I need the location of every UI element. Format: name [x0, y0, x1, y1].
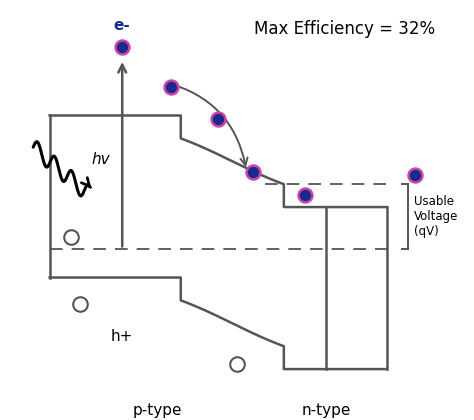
- Text: e-: e-: [114, 18, 131, 33]
- Point: [301, 192, 309, 198]
- Point: [118, 43, 126, 50]
- Point: [67, 234, 74, 240]
- Text: hv: hv: [92, 152, 110, 167]
- Text: Max Efficiency = 32%: Max Efficiency = 32%: [254, 21, 435, 38]
- Point: [168, 84, 175, 91]
- Point: [411, 172, 419, 179]
- Text: h+: h+: [111, 328, 133, 344]
- Point: [233, 360, 241, 367]
- Point: [214, 116, 222, 122]
- Point: [250, 168, 257, 175]
- Point: [76, 301, 84, 307]
- Text: n-type: n-type: [301, 402, 351, 417]
- Text: Usable
Voltage
(qV): Usable Voltage (qV): [414, 195, 458, 238]
- Text: p-type: p-type: [133, 402, 182, 417]
